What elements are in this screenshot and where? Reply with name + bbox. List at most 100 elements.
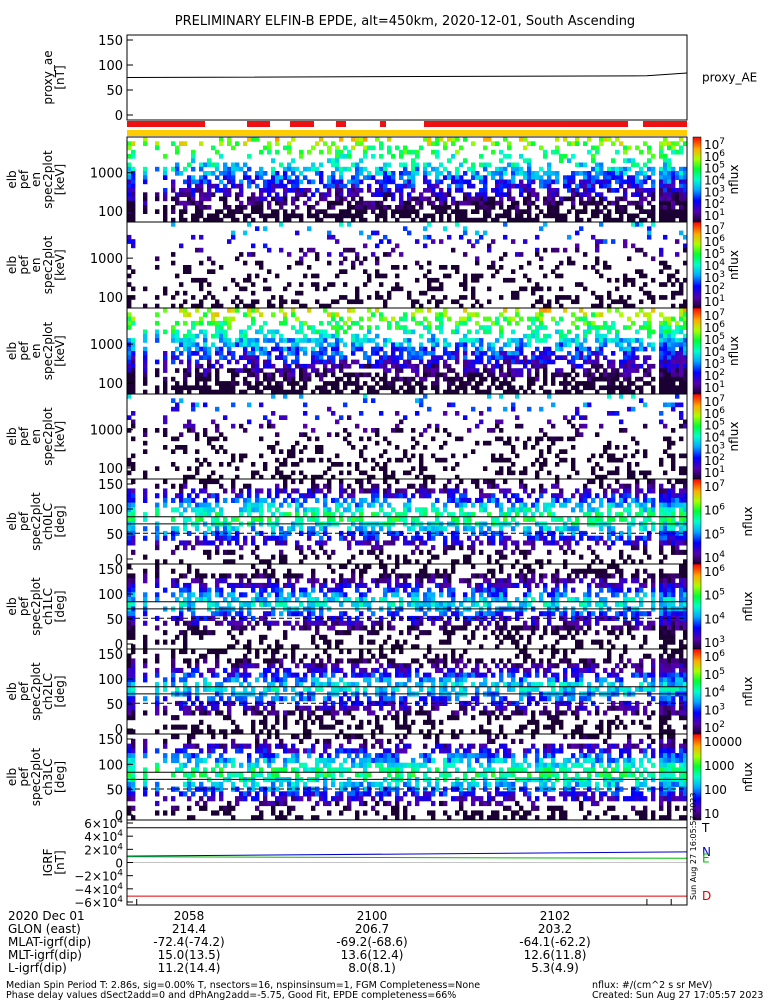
heatmap-cell (559, 274, 563, 279)
heatmap-cell (607, 445, 611, 450)
heatmap-cell (235, 517, 239, 522)
heatmap-cell (163, 308, 167, 313)
heatmap-cell (303, 424, 307, 429)
heatmap-cell (131, 171, 135, 176)
heatmap-cell (431, 536, 435, 541)
heatmap-cell (495, 498, 499, 503)
heatmap-cell (207, 526, 211, 531)
heatmap-cell (447, 385, 451, 390)
heatmap-cell (471, 171, 475, 176)
heatmap-cell (211, 437, 215, 442)
heatmap-cell (207, 184, 211, 189)
heatmap-cell (275, 493, 279, 498)
heatmap-cell (283, 368, 287, 373)
heatmap-cell (499, 364, 503, 369)
heatmap-cell (547, 167, 551, 172)
heatmap-cell (203, 507, 207, 512)
heatmap-cell (383, 373, 387, 378)
heatmap-cell (219, 385, 223, 390)
heatmap-cell (411, 171, 415, 176)
heatmap-cell (487, 498, 491, 503)
heatmap-cell (131, 424, 135, 429)
heatmap-cell (583, 373, 587, 378)
heatmap-cell (619, 381, 623, 386)
heatmap-cell (435, 355, 439, 360)
heatmap-cell (567, 256, 571, 261)
heatmap-cell (539, 355, 543, 360)
heatmap-cell (615, 167, 619, 172)
heatmap-cell (583, 381, 587, 386)
heatmap-cell (275, 458, 279, 463)
heatmap-cell (311, 180, 315, 185)
heatmap-cell (451, 209, 455, 214)
heatmap-cell (207, 360, 211, 365)
heatmap-cell (423, 175, 427, 180)
heatmap-cell (319, 377, 323, 382)
heatmap-cell (435, 428, 439, 433)
heatmap-cell (427, 488, 431, 493)
heatmap-cell (643, 175, 647, 180)
heatmap-cell (551, 205, 555, 210)
heatmap-cell (255, 342, 259, 347)
heatmap-cell (259, 330, 263, 335)
heatmap-cell (639, 274, 643, 279)
heatmap-cell (383, 377, 387, 382)
heatmap-cell (183, 347, 187, 352)
heatmap-cell (627, 488, 631, 493)
heatmap-cell (467, 555, 471, 560)
heatmap-cell (359, 507, 363, 512)
heatmap-cell (163, 432, 167, 437)
heatmap-cell (279, 299, 283, 304)
heatmap-cell (287, 265, 291, 270)
heatmap-cell (415, 373, 419, 378)
heatmap-cell (547, 214, 551, 219)
heatmap-cell (191, 424, 195, 429)
heatmap-cell (203, 385, 207, 390)
heatmap-cell (663, 154, 667, 159)
heatmap-cell (383, 197, 387, 202)
heatmap-cell (647, 209, 651, 214)
heatmap-cell (355, 252, 359, 257)
heatmap-cell (551, 180, 555, 185)
heatmap-cell (275, 347, 279, 352)
heatmap-cell (235, 141, 239, 146)
heatmap-cell (507, 192, 511, 197)
heatmap-cell (355, 137, 359, 142)
heatmap-cell (619, 517, 623, 522)
heatmap-cell (515, 351, 519, 356)
heatmap-cell (491, 498, 495, 503)
heatmap-cell (399, 188, 403, 193)
heatmap-cell (583, 175, 587, 180)
heatmap-cell (667, 274, 671, 279)
ylabel-line: [keV] (53, 164, 67, 195)
heatmap-cell (175, 171, 179, 176)
heatmap-cell (383, 192, 387, 197)
heatmap-cell (251, 338, 255, 343)
heatmap-cell (199, 278, 203, 283)
heatmap-cell (247, 252, 251, 257)
heatmap-cell (343, 364, 347, 369)
heatmap-cell (431, 338, 435, 343)
heatmap-cell (619, 394, 623, 399)
heatmap-cell (575, 282, 579, 287)
heatmap-cell (519, 214, 523, 219)
colorbar-tick-label: 101 (704, 208, 725, 223)
heatmap-cell (419, 381, 423, 386)
heatmap-cell (395, 445, 399, 450)
heatmap-cell (347, 308, 351, 313)
heatmap-cell (455, 517, 459, 522)
heatmap-cell (171, 252, 175, 257)
heatmap-cell (571, 377, 575, 382)
heatmap-cell (591, 214, 595, 219)
heatmap-cell (435, 458, 439, 463)
heatmap-cell (343, 536, 347, 541)
heatmap-cell (607, 330, 611, 335)
heatmap-cell (643, 526, 647, 531)
heatmap-cell (511, 360, 515, 365)
heatmap-cell (387, 355, 391, 360)
heatmap-cell (187, 360, 191, 365)
heatmap-cell (467, 239, 471, 244)
heatmap-cell (515, 184, 519, 189)
heatmap-cell (551, 360, 555, 365)
heatmap-cell (359, 141, 363, 146)
